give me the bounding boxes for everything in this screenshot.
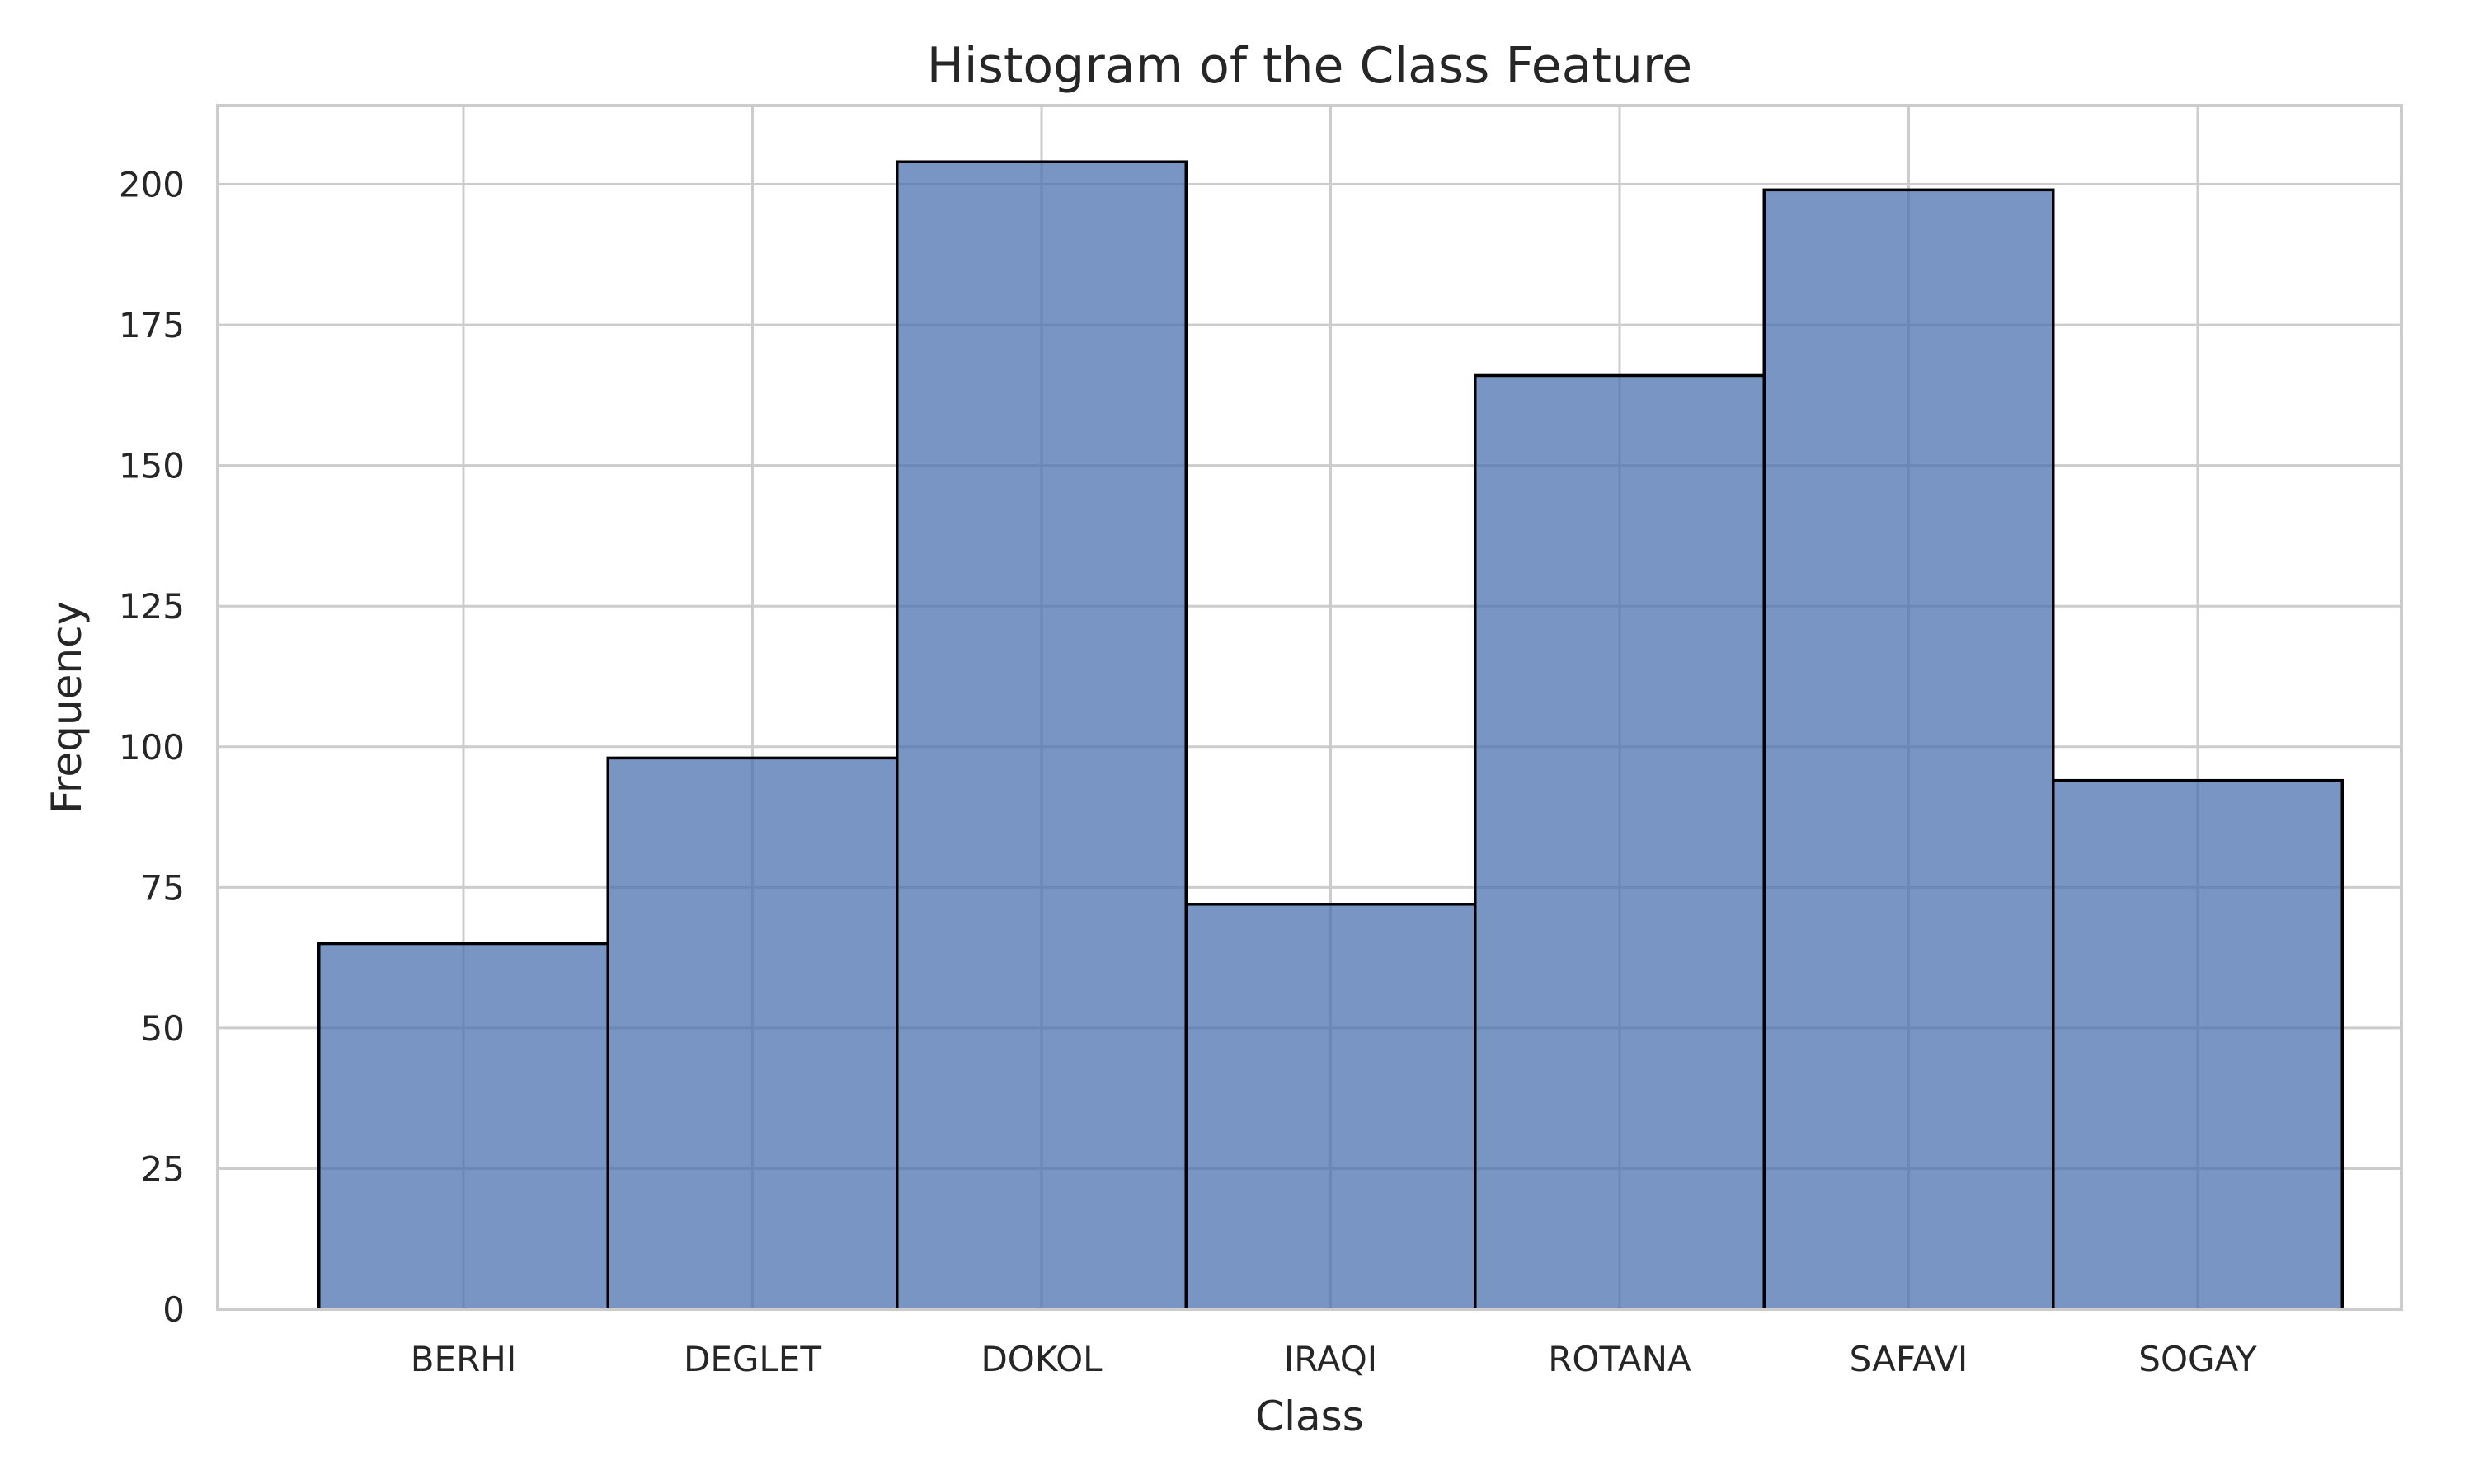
y-tick-label: 150: [119, 446, 185, 486]
x-axis-label: Class: [1255, 1392, 1364, 1440]
bar-sogay: [2052, 778, 2344, 1311]
y-tick-label: 200: [119, 165, 185, 205]
y-tick-labels: 0 25 50 75 100 125 150 175 200: [119, 165, 185, 1330]
y-tick-label: 75: [141, 867, 185, 908]
bar-rotana: [1474, 373, 1766, 1311]
y-tick-label: 25: [141, 1148, 185, 1189]
y-tick-label: 175: [119, 305, 185, 345]
x-tick-label-iraqi: IRAQI: [1284, 1339, 1377, 1379]
bars: [317, 160, 2344, 1311]
y-axis-label: Frequency: [43, 601, 91, 814]
x-tick-labels: BERHI DEGLET DOKOL IRAQI ROTANA SAFAVI SOGAY: [411, 1339, 2257, 1379]
bar-safavi: [1762, 188, 2055, 1311]
x-tick-label-rotana: ROTANA: [1548, 1339, 1691, 1379]
x-tick-label-berhi: BERHI: [411, 1339, 517, 1379]
x-tick-label-deglet: DEGLET: [684, 1339, 821, 1379]
bar-iraqi: [1184, 903, 1477, 1311]
chart-title: Histogram of the Class Feature: [927, 37, 1692, 95]
y-tick-label: 0: [162, 1289, 185, 1330]
y-tick-label: 50: [141, 1008, 185, 1049]
x-tick-label-dokol: DOKOL: [981, 1339, 1103, 1379]
y-tick-label: 125: [119, 586, 185, 627]
x-tick-label-safavi: SAFAVI: [1850, 1339, 1968, 1379]
x-tick-label-sogay: SOGAY: [2138, 1339, 2257, 1379]
bar-dokol: [896, 160, 1188, 1311]
bar-berhi: [317, 942, 609, 1311]
y-tick-label: 100: [119, 727, 185, 768]
plot-frame: [216, 104, 2403, 1311]
bar-deglet: [606, 756, 899, 1311]
